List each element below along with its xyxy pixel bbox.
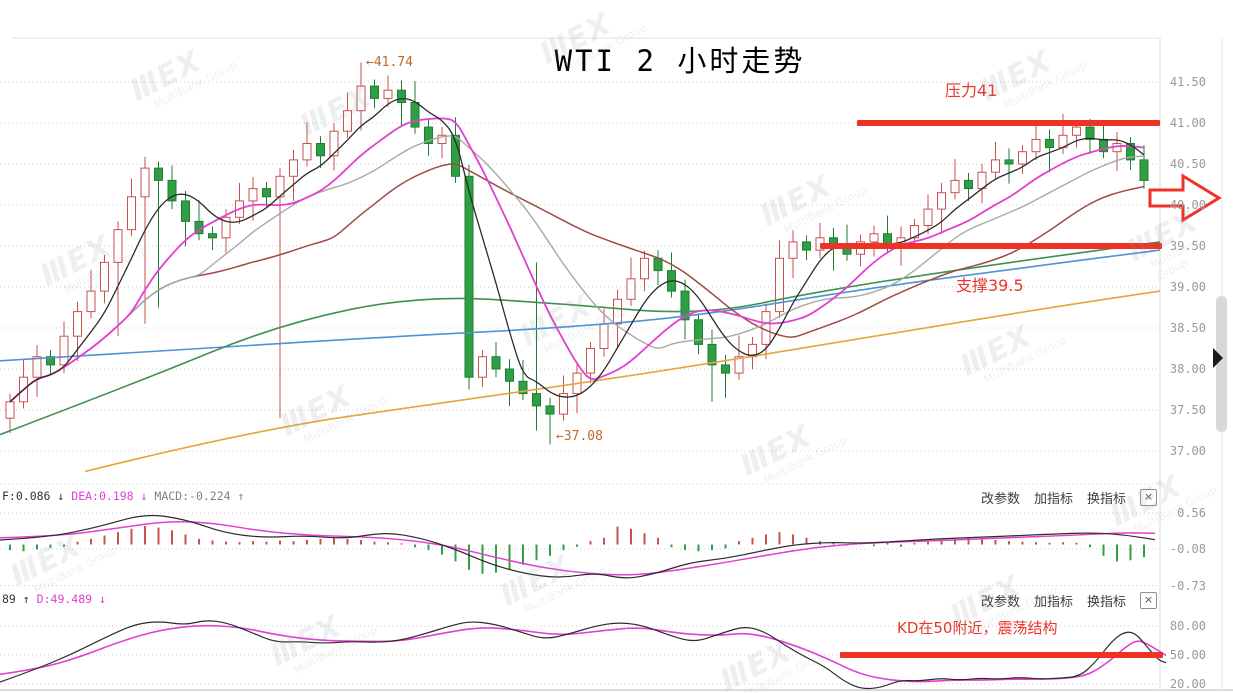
macd-change-params-link[interactable]: 改参数 (980, 492, 1020, 507)
kd-toolbar: 改参数 加指标 换指标 × (981, 591, 1157, 610)
axis-tick-label: 37.00 (1169, 444, 1206, 458)
d-down-arrow-icon: ↓ (99, 592, 106, 606)
price-direction-arrow-icon (1148, 173, 1222, 223)
macd-legend: F:0.086 ↓ DEA:0.198 ↓ MACD:-0.224 ↑ (2, 489, 244, 503)
kd-d-value: D:49.489 (36, 592, 93, 606)
macd-close-icon[interactable]: × (1140, 489, 1157, 506)
kd-add-indicator-link[interactable]: 加指标 (1033, 595, 1073, 610)
support-label: 支撑39.5 (956, 276, 1024, 295)
chart-title: WTI 2 小时走势 (554, 44, 806, 78)
axis-tick-label: 40.00 (1169, 198, 1206, 212)
axis-tick-label: 39.50 (1169, 239, 1206, 253)
scrollbar-thumb[interactable] (1216, 296, 1227, 432)
axis-tick-label: 20.00 (1169, 677, 1206, 691)
axis-tick-label: 39.00 (1169, 280, 1206, 294)
axis-tick-label: 40.50 (1169, 157, 1206, 171)
kd-50-line (840, 652, 1163, 658)
axis-tick-label: 37.50 (1169, 403, 1206, 417)
kd-k-value: 89 (2, 592, 16, 606)
macd-dif-value: F:0.086 (2, 489, 51, 503)
axis-tick-label: 50.00 (1169, 648, 1206, 662)
macd-up-arrow-icon: ↑ (237, 489, 245, 503)
peak-price-label: ←41.74 (366, 55, 413, 70)
axis-tick-label: -0.73 (1169, 578, 1206, 593)
dea-down-arrow-icon: ↓ (140, 489, 148, 503)
axis-tick-label: 80.00 (1169, 619, 1206, 633)
axis-tick-label: 41.50 (1169, 75, 1206, 89)
axis-tick-label: -0.08 (1169, 542, 1206, 556)
macd-switch-indicator-link[interactable]: 换指标 (1086, 492, 1126, 507)
kd-legend: 89 ↑ D:49.489 ↓ (2, 592, 106, 606)
k-up-arrow-icon: ↑ (22, 592, 30, 606)
dif-down-arrow-icon: ↓ (57, 489, 65, 503)
kd-change-params-link[interactable]: 改参数 (980, 595, 1020, 610)
macd-histogram (9, 525, 1145, 574)
macd-hist-value: MACD:-0.224 (154, 489, 231, 503)
axis-tick-label: 38.00 (1169, 362, 1206, 376)
kd-note-label: KD在50附近，震荡结构 (897, 619, 1058, 637)
macd-dea-value: DEA:0.198 (71, 489, 134, 503)
resistance-label: 压力41 (945, 81, 998, 100)
panel-expand-arrow-icon[interactable] (1213, 348, 1223, 368)
macd-toolbar: 改参数 加指标 换指标 × (981, 488, 1157, 507)
macd-add-indicator-link[interactable]: 加指标 (1033, 492, 1073, 507)
axis-tick-label: 41.00 (1169, 116, 1206, 130)
support-line (820, 243, 1162, 249)
resistance-line (857, 120, 1160, 126)
axis-tick-label: 38.50 (1169, 321, 1206, 335)
kd-close-icon[interactable]: × (1140, 592, 1157, 609)
trough-price-label: ←37.08 (556, 429, 603, 444)
candles-layer (5, 62, 1149, 445)
kd-switch-indicator-link[interactable]: 换指标 (1086, 595, 1126, 610)
axis-tick-label: 0.56 (1177, 506, 1206, 520)
